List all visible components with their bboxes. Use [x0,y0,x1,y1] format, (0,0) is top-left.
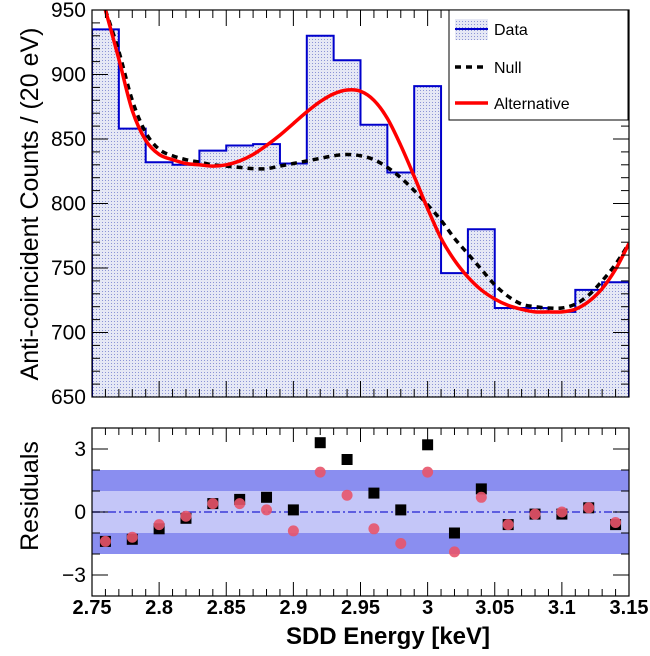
main-y-tick-label: 700 [51,322,86,345]
main-y-tick-label: 750 [51,257,86,280]
residuals-x-tick-label: 3.15 [610,597,649,619]
residuals-x-tick-label: 2.85 [207,597,246,619]
alternative-residual-point [475,491,487,503]
alternative-residual-point [368,523,380,535]
null-fit-curve [103,10,629,311]
residuals-x-tick-label: 3.05 [475,597,514,619]
residuals-y-tick-label: 3 [74,438,86,461]
alternative-residual-point [529,508,541,520]
main-y-tick-label: 850 [51,128,86,151]
null-residual-point [341,454,353,465]
legend: Data Null Alternative [448,9,629,121]
main-y-tick-label: 950 [51,0,86,22]
legend-alternative-label: Alternative [494,96,570,113]
alternative-residual-point [341,489,353,501]
residuals-y-axis-label: Residuals [16,441,44,551]
main-y-tick-label: 900 [51,64,86,87]
residuals-y-tick-label: 0 [74,501,86,524]
alternative-residual-point [207,498,219,510]
alternative-residual-point [583,502,595,514]
alternative-residual-point [99,535,111,547]
residuals-x-tick-label: 3.1 [548,597,576,619]
alternative-residual-point [556,506,568,518]
null-residual-point [475,483,487,495]
null-residual-point [395,504,407,516]
main-y-tick-label: 800 [51,193,86,216]
alternative-residual-point [314,466,326,478]
residuals-y-tick-label: −3 [62,564,86,587]
alternative-residual-point [261,504,273,516]
alternative-residual-point [180,510,192,522]
main-panel: 650 700 750 800 850 900 950 Anti-coincident Co… [16,0,630,409]
alternative-residual-point [395,538,407,549]
residuals-x-tick-label: 2.75 [73,597,112,619]
main-y-tick-label: 650 [51,386,86,409]
alternative-residual-point [610,517,622,528]
residuals-axis-ticks [91,427,630,597]
alternative-residual-point [502,519,514,531]
alternative-residual-point [287,525,299,537]
null-residual-point [287,504,299,516]
alternative-residual-point [126,531,138,543]
null-residual-point [422,439,434,451]
residuals-x-tick-label: 2.8 [145,597,173,619]
null-residual-point [261,491,273,503]
residuals-x-tick-labels: 2.75 2.8 2.85 2.9 2.95 3 3.05 3.1 3.15 [73,597,649,619]
null-residual-point [448,527,460,539]
residuals-x-tick-label: 2.95 [341,597,380,619]
main-y-tick-labels: 650 700 750 800 850 900 950 [51,0,86,409]
alternative-residual-point [234,498,246,510]
residuals-y-tick-labels: −3 0 3 [62,438,86,587]
residuals-x-tick-label: 2.9 [279,597,307,619]
x-axis-label: SDD Energy [keV] [286,623,490,650]
legend-data-label: Data [494,22,528,39]
legend-null-label: Null [494,60,522,77]
residual-points [99,437,622,558]
null-residual-point [314,437,326,449]
alternative-fit-curve [103,10,629,314]
main-y-axis-label: Anti-coincident Counts / (20 eV) [16,28,44,381]
residuals-x-tick-label: 3 [422,597,433,619]
alternative-residual-point [153,519,165,531]
alternative-residual-point [422,466,434,478]
alternative-residual-point [448,546,460,558]
null-residual-point [368,487,380,499]
residuals-panel: −3 0 3 2.75 2.8 2.85 2.9 2.95 3 3.05 3.1 3.15 Resi… [16,427,649,650]
